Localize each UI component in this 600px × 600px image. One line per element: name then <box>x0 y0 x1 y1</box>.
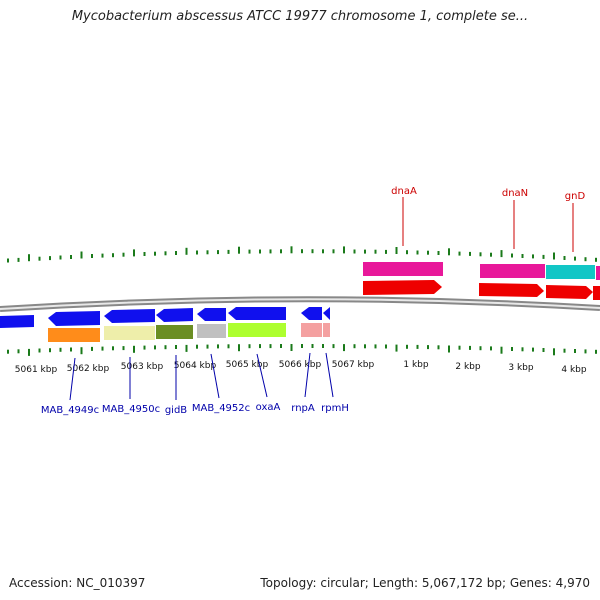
gene-arrow[interactable] <box>363 280 442 295</box>
gene-arrow[interactable] <box>479 283 544 297</box>
reverse-gene-labels: MAB_4949c MAB_4950c gidB MAB_4952c oxaA … <box>41 352 349 416</box>
gene-arrow[interactable] <box>301 307 322 320</box>
scale-label: 5065 kbp <box>226 360 269 370</box>
cog-box[interactable] <box>228 323 286 337</box>
scale-label: 2 kbp <box>455 362 481 372</box>
upper-tick-marks <box>7 246 597 263</box>
scale-label: 5062 kbp <box>67 364 110 374</box>
scale-label: 1 kbp <box>403 360 429 370</box>
cog-box[interactable] <box>48 328 100 342</box>
label-leader <box>210 353 220 399</box>
cog-box[interactable] <box>301 323 322 337</box>
gene-label-MAB_4952c[interactable]: MAB_4952c <box>192 403 250 414</box>
lower-tick-marks <box>7 344 597 356</box>
gene-box[interactable] <box>546 265 595 279</box>
forward-strand-genes <box>363 262 600 300</box>
cog-box[interactable] <box>156 325 193 339</box>
gene-arrow[interactable] <box>228 307 286 320</box>
scale-label: 5061 kbp <box>15 365 58 375</box>
cog-category-boxes <box>48 323 330 342</box>
scale-labels: 5061 kbp 5062 kbp 5063 kbp 5064 kbp 5065… <box>15 360 587 375</box>
gene-arrow[interactable] <box>323 307 330 320</box>
gene-box[interactable] <box>480 264 545 278</box>
gene-label-MAB_4950c[interactable]: MAB_4950c <box>102 404 160 415</box>
scale-label: 4 kbp <box>561 365 587 375</box>
reverse-strand-genes <box>0 307 330 328</box>
scale-label: 3 kbp <box>508 363 534 373</box>
scale-label: 5063 kbp <box>121 362 164 372</box>
gene-arrow[interactable] <box>546 285 593 299</box>
gene-arrow[interactable] <box>0 315 34 328</box>
gene-label-gnD[interactable]: gnD <box>565 191 586 202</box>
gene-arrow[interactable] <box>156 308 193 322</box>
scale-label: 5064 kbp <box>174 361 217 371</box>
topology-summary: Topology: circular; Length: 5,067,172 bp… <box>260 576 590 590</box>
label-leader <box>304 352 311 398</box>
chromosome-backbone-highlight <box>0 298 600 310</box>
gene-label-rnpA[interactable]: rnpA <box>291 403 315 414</box>
gene-box[interactable] <box>363 262 443 276</box>
scale-label: 5067 kbp <box>332 360 375 370</box>
gene-arrow[interactable] <box>48 311 100 326</box>
label-leader <box>325 352 334 398</box>
label-leader <box>69 357 76 401</box>
map-title: Mycobacterium abscessus ATCC 19977 chrom… <box>71 9 529 24</box>
gene-arrow[interactable] <box>104 309 155 323</box>
scale-label: 5066 kbp <box>279 360 322 370</box>
gene-box[interactable] <box>596 266 600 280</box>
gene-arrow[interactable] <box>197 308 226 321</box>
gene-label-dnaA[interactable]: dnaA <box>391 186 417 197</box>
gene-box[interactable] <box>593 286 600 300</box>
gene-label-MAB_4949c[interactable]: MAB_4949c <box>41 405 99 416</box>
gene-label-oxaA[interactable]: oxaA <box>256 402 281 413</box>
gene-label-gidB[interactable]: gidB <box>165 405 187 416</box>
gene-label-rpmH[interactable]: rpmH <box>321 403 349 414</box>
gene-label-dnaN[interactable]: dnaN <box>502 188 528 199</box>
cog-box[interactable] <box>197 324 226 338</box>
label-leader <box>256 353 268 398</box>
cog-box[interactable] <box>323 323 330 337</box>
accession-text: Accession: NC_010397 <box>9 576 146 590</box>
cog-box[interactable] <box>104 326 155 340</box>
forward-gene-labels: dnaA dnaN gnD <box>391 186 585 252</box>
